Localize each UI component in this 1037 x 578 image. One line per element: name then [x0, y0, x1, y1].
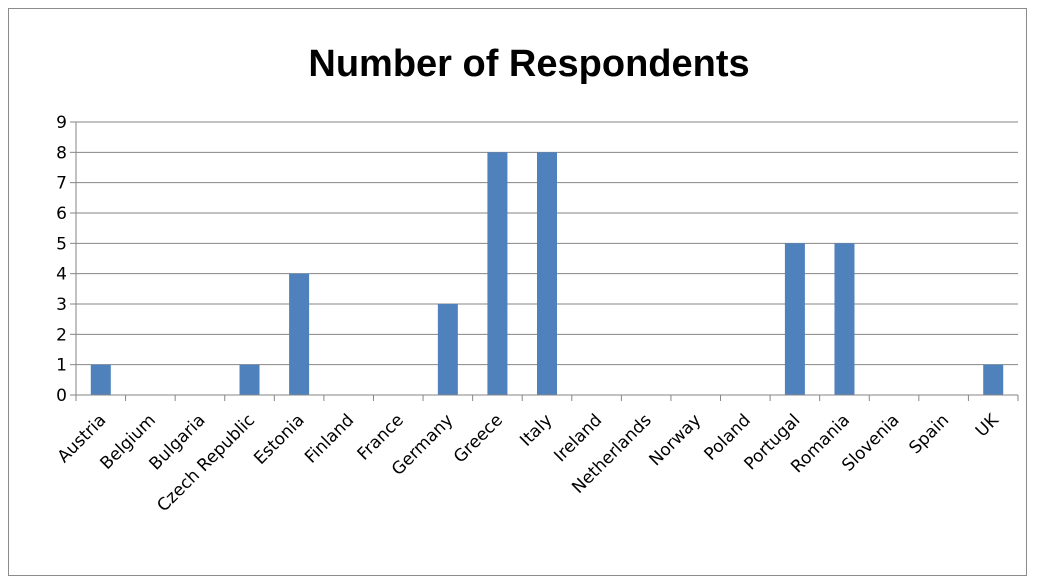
bar — [834, 243, 855, 395]
chart-frame — [8, 8, 1027, 576]
x-tick-label: UK — [972, 410, 1003, 441]
y-tick-label: 9 — [56, 113, 67, 133]
y-tick-label: 0 — [56, 386, 67, 406]
y-tick-label: 8 — [56, 143, 67, 163]
x-tick-label: Spain — [905, 410, 953, 458]
axes — [75, 122, 1019, 401]
bar — [289, 273, 310, 395]
bar — [90, 364, 111, 395]
bars — [90, 152, 1004, 395]
x-tick-label: Estonia — [250, 410, 308, 468]
bar — [784, 243, 805, 395]
y-tick-label: 6 — [56, 204, 67, 224]
bar — [537, 152, 557, 395]
y-tick-label: 1 — [56, 356, 67, 376]
y-tick-labels: 0 1 2 3 4 5 6 7 8 9 — [56, 113, 67, 406]
x-tick-label: Finland — [301, 410, 358, 467]
bar — [437, 304, 458, 395]
y-tick-label: 7 — [56, 174, 67, 194]
bar — [239, 364, 260, 395]
y-tick-label: 2 — [56, 325, 67, 345]
chart-title: Number of Respondents — [308, 43, 749, 85]
x-tick-label: Italy — [516, 410, 556, 450]
y-tick-label: 3 — [56, 295, 67, 315]
bar — [487, 152, 508, 395]
y-tick-label: 5 — [56, 234, 67, 254]
x-tick-label: Norway — [646, 410, 706, 470]
y-tick-label: 4 — [56, 265, 67, 285]
bar — [983, 364, 1004, 395]
x-tick-label: Greece — [450, 410, 507, 467]
